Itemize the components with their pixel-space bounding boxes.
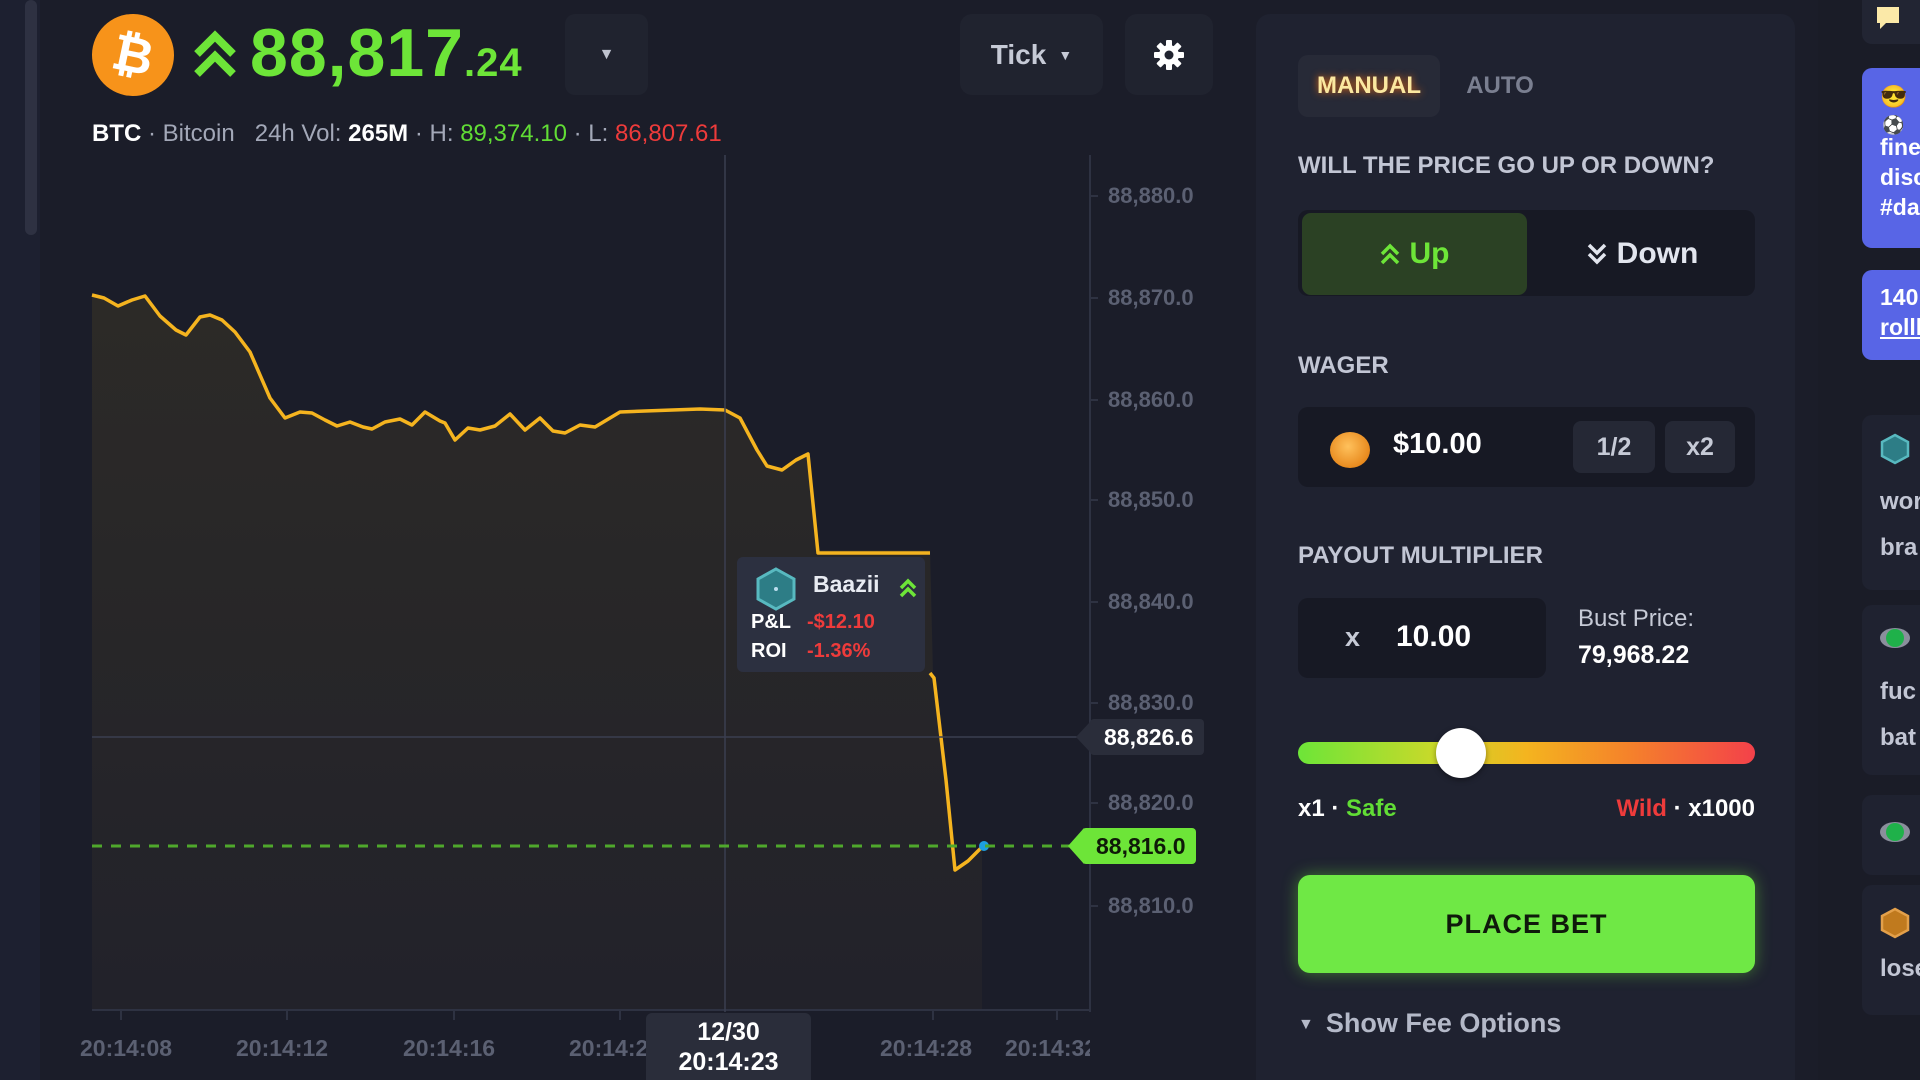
- rank-hexagon-icon: [1880, 433, 1910, 465]
- multiplier-value[interactable]: 10.00: [1396, 620, 1472, 653]
- caret-down-icon: ▼: [1058, 46, 1073, 63]
- crosshair-price-label: 88,826.6: [1090, 719, 1204, 755]
- wager-label: WAGER: [1298, 352, 1389, 379]
- gear-icon: [1154, 39, 1184, 70]
- crosshair-time-label: 12/30 20:14:23: [646, 1013, 811, 1080]
- slider-min-label: x1 · Safe: [1298, 795, 1397, 822]
- slider-thumb[interactable]: [1436, 728, 1486, 778]
- current-point-marker: [979, 841, 989, 851]
- x-tick: 20:14:12: [236, 1035, 329, 1061]
- down-button[interactable]: Down: [1530, 213, 1755, 295]
- double-chevron-up-icon: [899, 578, 917, 598]
- low-value: 86,807.61: [614, 120, 722, 147]
- tooltip-username: Baazii: [813, 571, 880, 597]
- y-tick: 88,820.0: [1108, 790, 1194, 815]
- coin-icon: [1330, 432, 1370, 468]
- double-chevron-down-icon: [1587, 243, 1606, 265]
- slider-max-label: Wild · x1000: [1616, 795, 1755, 822]
- y-tick: 88,870.0: [1108, 285, 1194, 310]
- up-button[interactable]: Up: [1302, 213, 1527, 295]
- asset-dropdown-button[interactable]: ▼: [565, 14, 648, 95]
- double-wager-button[interactable]: x2: [1665, 421, 1735, 473]
- payout-multiplier-label: PAYOUT MULTIPLIER: [1298, 542, 1543, 569]
- double-chevron-up-icon: [194, 30, 236, 77]
- chat-message: wor bra: [1862, 415, 1920, 590]
- direction-question: WILL THE PRICE GO UP OR DOWN?: [1298, 152, 1715, 179]
- caret-down-icon: ▼: [598, 45, 615, 63]
- x-tick: 20:14:28: [880, 1035, 973, 1061]
- x-tick: 20:14:16: [403, 1035, 496, 1061]
- y-tick: 88,840.0: [1108, 589, 1194, 614]
- multiplier-prefix: x: [1345, 622, 1361, 652]
- asset-symbol: BTC: [92, 120, 142, 147]
- half-wager-button[interactable]: 1/2: [1573, 421, 1655, 473]
- multiplier-slider[interactable]: [1298, 742, 1755, 764]
- x-tick: 20:14:32: [1005, 1035, 1090, 1061]
- chat-message: fuc bat: [1862, 605, 1920, 775]
- interval-label: Tick: [990, 38, 1047, 70]
- asset-stats: BTC · Bitcoin 24h Vol: 265M · H: 89,374.…: [92, 120, 722, 147]
- y-tick: 88,850.0: [1108, 487, 1194, 512]
- y-tick: 88,880.0: [1108, 183, 1194, 208]
- high-value: 89,374.10: [460, 120, 567, 147]
- y-tick: 88,860.0: [1108, 387, 1194, 412]
- price-chart[interactable]: [0, 0, 1240, 1080]
- chat-message: [1862, 795, 1920, 875]
- settings-button[interactable]: [1125, 14, 1213, 95]
- pnl-label: P&L: [751, 611, 791, 633]
- x-tick: 20:14:20: [569, 1035, 662, 1061]
- multiplier-input[interactable]: [1298, 598, 1546, 678]
- asset-name: Bitcoin: [162, 120, 235, 147]
- x-tick: 20:14:08: [80, 1035, 173, 1061]
- pnl-value: -$12.10: [807, 611, 875, 633]
- show-fee-options-toggle[interactable]: ▼ Show Fee Options: [1298, 1008, 1562, 1038]
- current-price: 88,817.24: [250, 15, 523, 91]
- price-line: [91, 293, 930, 555]
- bust-price-value: 79,968.22: [1578, 641, 1690, 669]
- sunglasses-emoji-icon: 😎: [1880, 84, 1908, 109]
- rank-bronze-hexagon-icon: [1880, 907, 1910, 939]
- chat-link[interactable]: rolll: [1880, 314, 1920, 340]
- current-price-label: 88,816.0: [1082, 828, 1196, 864]
- rank-emerald-icon: [1880, 628, 1910, 648]
- user-rank-hexagon-icon: [756, 567, 796, 611]
- soccer-ball-emoji-icon: ⚽: [1882, 115, 1905, 135]
- place-bet-button[interactable]: PLACE BET: [1298, 875, 1755, 973]
- double-chevron-up-icon: [1380, 243, 1399, 265]
- chat-message: 140 rolll: [1862, 270, 1920, 360]
- chat-message: 😎 ⚽ fine disc #da: [1862, 68, 1920, 248]
- tab-auto[interactable]: AUTO: [1466, 72, 1534, 99]
- volume-value: 265M: [348, 120, 409, 147]
- chart-area-fill: [92, 295, 982, 1010]
- roi-label: ROI: [751, 640, 787, 662]
- rank-emerald-icon: [1880, 822, 1910, 842]
- scrollbar[interactable]: [25, 0, 37, 235]
- chat-message: lose: [1862, 885, 1920, 1015]
- y-tick: 88,830.0: [1108, 690, 1194, 715]
- chat-bubble-icon: [1877, 7, 1899, 29]
- wager-value[interactable]: $10.00: [1393, 428, 1482, 460]
- tab-manual[interactable]: MANUAL: [1298, 55, 1440, 117]
- bust-price-label: Bust Price:: [1578, 605, 1695, 632]
- roi-value: -1.36%: [807, 640, 871, 662]
- chat-button[interactable]: [1862, 0, 1920, 44]
- caret-down-icon: ▼: [1298, 1015, 1314, 1033]
- price-line-tail: [928, 671, 984, 872]
- interval-dropdown[interactable]: Tick ▼: [960, 14, 1103, 95]
- bet-tooltip[interactable]: Baazii P&L -$12.10 ROI -1.36%: [737, 557, 925, 672]
- y-tick: 88,810.0: [1108, 893, 1194, 918]
